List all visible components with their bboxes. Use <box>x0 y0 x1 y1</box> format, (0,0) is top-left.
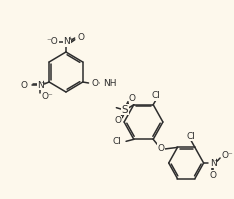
Text: N: N <box>64 37 70 47</box>
Text: O: O <box>210 171 217 179</box>
Text: N: N <box>37 81 44 90</box>
Text: O: O <box>91 78 99 88</box>
Text: O⁻: O⁻ <box>41 92 53 100</box>
Text: O: O <box>78 32 84 42</box>
Text: +: + <box>214 157 219 163</box>
Text: NH: NH <box>103 78 117 88</box>
Text: O: O <box>157 144 165 153</box>
Text: +: + <box>41 79 46 85</box>
Text: Cl: Cl <box>186 132 195 141</box>
Text: +: + <box>67 36 73 42</box>
Text: O: O <box>129 94 136 103</box>
Text: O⁻: O⁻ <box>221 150 233 160</box>
Text: O: O <box>114 116 121 125</box>
Text: Cl: Cl <box>152 91 161 100</box>
Text: N: N <box>210 158 217 168</box>
Text: Cl: Cl <box>112 137 121 146</box>
Text: ⁻O: ⁻O <box>46 37 58 47</box>
Text: S: S <box>122 105 128 115</box>
Text: O: O <box>21 81 28 90</box>
